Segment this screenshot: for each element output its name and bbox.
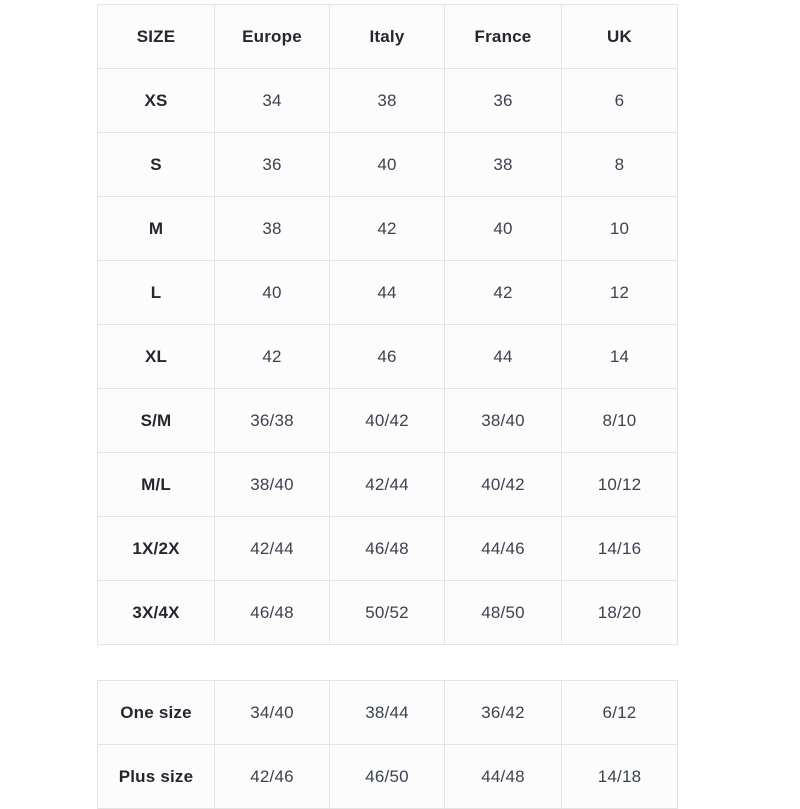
column-header-uk: UK bbox=[561, 4, 678, 69]
cell-europe: 42/44 bbox=[214, 516, 330, 581]
row-label: M bbox=[97, 196, 215, 261]
cell-france: 40/42 bbox=[444, 452, 562, 517]
row-label: XS bbox=[97, 68, 215, 133]
table-row: S/M 36/38 40/42 38/40 8/10 bbox=[97, 388, 678, 453]
cell-italy: 42 bbox=[329, 196, 445, 261]
cell-italy: 44 bbox=[329, 260, 445, 325]
cell-europe: 36 bbox=[214, 132, 330, 197]
size-chart-container: SIZE Europe Italy France UK XS 34 38 36 … bbox=[97, 4, 678, 809]
row-label: One size bbox=[97, 680, 215, 745]
cell-uk: 14/16 bbox=[561, 516, 678, 581]
primary-size-table: SIZE Europe Italy France UK XS 34 38 36 … bbox=[97, 4, 678, 645]
cell-france: 42 bbox=[444, 260, 562, 325]
column-header-france: France bbox=[444, 4, 562, 69]
cell-italy: 40 bbox=[329, 132, 445, 197]
secondary-size-table: One size 34/40 38/44 36/42 6/12 Plus siz… bbox=[97, 680, 678, 809]
row-label: S/M bbox=[97, 388, 215, 453]
cell-uk: 12 bbox=[561, 260, 678, 325]
cell-france: 40 bbox=[444, 196, 562, 261]
cell-france: 44 bbox=[444, 324, 562, 389]
primary-size-table-body: SIZE Europe Italy France UK XS 34 38 36 … bbox=[97, 4, 678, 645]
cell-europe: 38 bbox=[214, 196, 330, 261]
cell-europe: 42/46 bbox=[214, 744, 330, 809]
cell-italy: 38 bbox=[329, 68, 445, 133]
cell-europe: 46/48 bbox=[214, 580, 330, 645]
table-separator-gap bbox=[97, 645, 677, 680]
cell-italy: 40/42 bbox=[329, 388, 445, 453]
cell-france: 36 bbox=[444, 68, 562, 133]
table-row: M/L 38/40 42/44 40/42 10/12 bbox=[97, 452, 678, 517]
cell-uk: 14 bbox=[561, 324, 678, 389]
cell-italy: 46/48 bbox=[329, 516, 445, 581]
cell-uk: 8/10 bbox=[561, 388, 678, 453]
cell-italy: 50/52 bbox=[329, 580, 445, 645]
cell-uk: 10/12 bbox=[561, 452, 678, 517]
cell-europe: 34/40 bbox=[214, 680, 330, 745]
column-header-europe: Europe bbox=[214, 4, 330, 69]
table-row: XS 34 38 36 6 bbox=[97, 68, 678, 133]
cell-france: 48/50 bbox=[444, 580, 562, 645]
cell-uk: 6/12 bbox=[561, 680, 678, 745]
cell-italy: 42/44 bbox=[329, 452, 445, 517]
cell-italy: 46 bbox=[329, 324, 445, 389]
table-row: 3X/4X 46/48 50/52 48/50 18/20 bbox=[97, 580, 678, 645]
cell-uk: 18/20 bbox=[561, 580, 678, 645]
table-header-row: SIZE Europe Italy France UK bbox=[97, 4, 678, 69]
cell-france: 38 bbox=[444, 132, 562, 197]
cell-uk: 6 bbox=[561, 68, 678, 133]
column-header-size: SIZE bbox=[97, 4, 215, 69]
table-row: S 36 40 38 8 bbox=[97, 132, 678, 197]
cell-france: 44/46 bbox=[444, 516, 562, 581]
cell-europe: 38/40 bbox=[214, 452, 330, 517]
cell-france: 44/48 bbox=[444, 744, 562, 809]
row-label: L bbox=[97, 260, 215, 325]
row-label: 3X/4X bbox=[97, 580, 215, 645]
cell-uk: 8 bbox=[561, 132, 678, 197]
table-row: 1X/2X 42/44 46/48 44/46 14/16 bbox=[97, 516, 678, 581]
row-label: XL bbox=[97, 324, 215, 389]
row-label: S bbox=[97, 132, 215, 197]
cell-europe: 42 bbox=[214, 324, 330, 389]
table-row: Plus size 42/46 46/50 44/48 14/18 bbox=[97, 744, 678, 809]
table-row: L 40 44 42 12 bbox=[97, 260, 678, 325]
row-label: Plus size bbox=[97, 744, 215, 809]
cell-italy: 46/50 bbox=[329, 744, 445, 809]
cell-france: 36/42 bbox=[444, 680, 562, 745]
table-row: One size 34/40 38/44 36/42 6/12 bbox=[97, 680, 678, 745]
cell-europe: 34 bbox=[214, 68, 330, 133]
cell-italy: 38/44 bbox=[329, 680, 445, 745]
table-row: M 38 42 40 10 bbox=[97, 196, 678, 261]
row-label: M/L bbox=[97, 452, 215, 517]
cell-uk: 14/18 bbox=[561, 744, 678, 809]
cell-uk: 10 bbox=[561, 196, 678, 261]
cell-europe: 36/38 bbox=[214, 388, 330, 453]
table-row: XL 42 46 44 14 bbox=[97, 324, 678, 389]
column-header-italy: Italy bbox=[329, 4, 445, 69]
cell-europe: 40 bbox=[214, 260, 330, 325]
row-label: 1X/2X bbox=[97, 516, 215, 581]
cell-france: 38/40 bbox=[444, 388, 562, 453]
secondary-size-table-body: One size 34/40 38/44 36/42 6/12 Plus siz… bbox=[97, 680, 678, 809]
